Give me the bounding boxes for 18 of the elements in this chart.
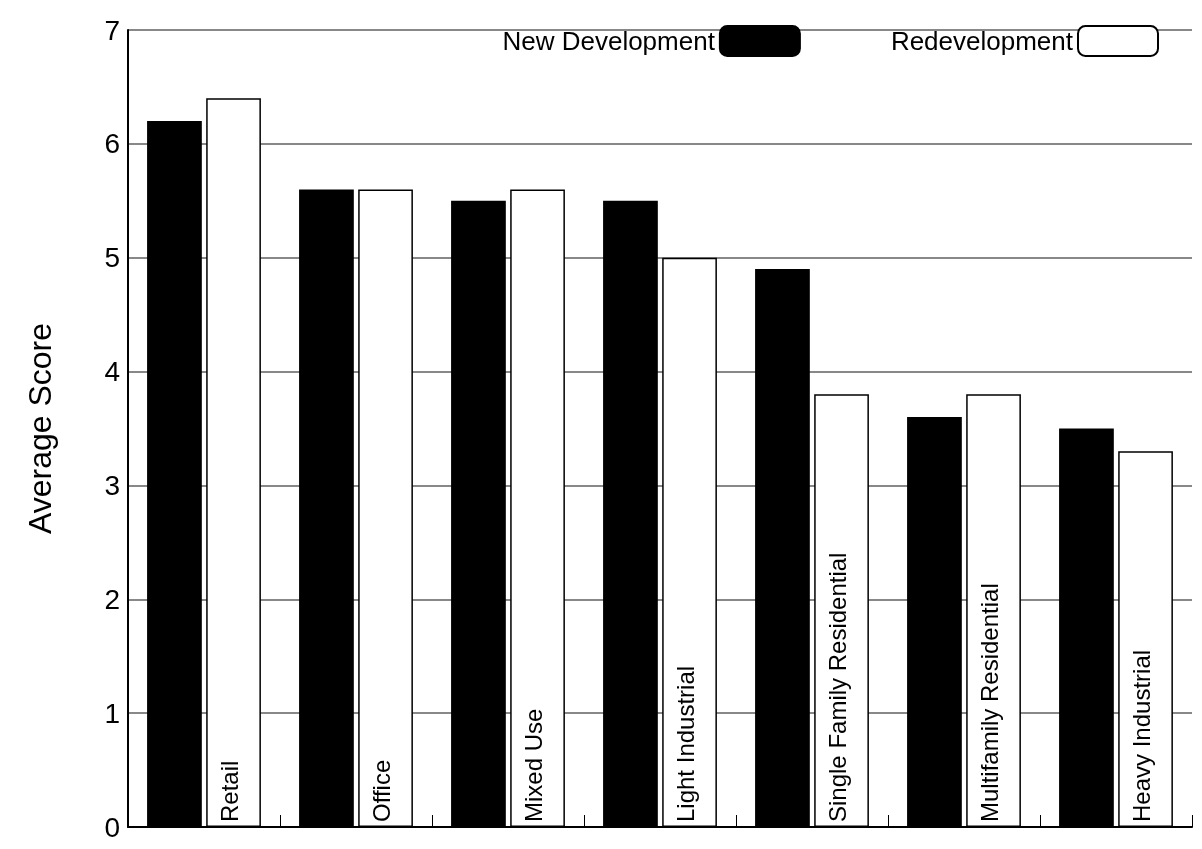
y-tick-label: 4 bbox=[104, 356, 120, 388]
y-tick-label: 1 bbox=[104, 697, 120, 729]
y-tick-label: 2 bbox=[104, 583, 120, 615]
y-tick-label: 6 bbox=[104, 128, 120, 160]
x-tick-label: Light Industrial bbox=[672, 665, 700, 822]
y-tick-label: 5 bbox=[104, 242, 120, 274]
y-axis-title: Average Score bbox=[22, 322, 58, 535]
y-tick-label: 7 bbox=[104, 14, 120, 46]
y-tick-label: 0 bbox=[104, 811, 120, 843]
legend-label: Redevelopment bbox=[890, 26, 1074, 56]
y-tick-label: 3 bbox=[104, 469, 120, 501]
x-tick-label: Office bbox=[368, 759, 396, 822]
x-tick-label: Retail bbox=[216, 760, 244, 822]
legend-label: New Development bbox=[502, 26, 716, 56]
x-tick-label: Single Family Residential bbox=[824, 552, 852, 822]
x-tick-label: Heavy Industrial bbox=[1128, 649, 1156, 822]
x-tick-label: Multifamily Residential bbox=[976, 583, 1004, 822]
x-tick-label: Mixed Use bbox=[520, 708, 548, 822]
